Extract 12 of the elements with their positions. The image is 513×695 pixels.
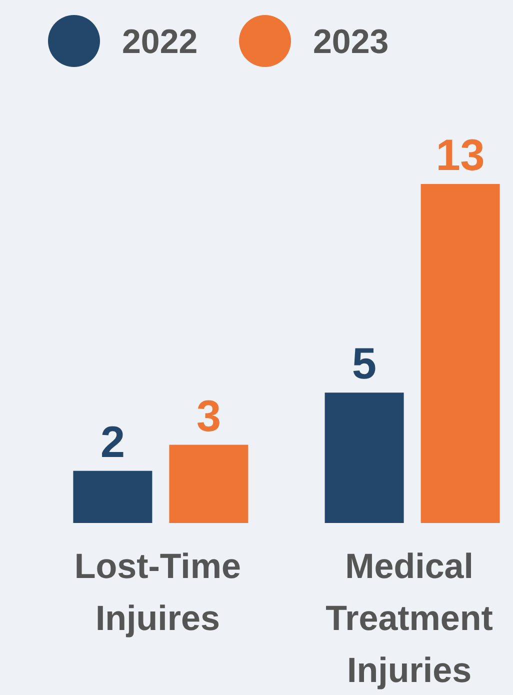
data-label: 2 bbox=[100, 418, 125, 467]
legend-label: 2023 bbox=[313, 23, 389, 61]
x-tick-label: Medical Treatment Injuries bbox=[326, 547, 494, 690]
legend-label: 2022 bbox=[122, 23, 198, 61]
bar bbox=[169, 444, 248, 523]
x-tick-label: Lost-Time Injuires bbox=[74, 547, 241, 638]
bar bbox=[324, 392, 404, 523]
data-label: 13 bbox=[436, 131, 485, 180]
bar bbox=[73, 470, 152, 523]
bar bbox=[420, 184, 500, 523]
data-label: 3 bbox=[196, 392, 221, 441]
data-label: 5 bbox=[352, 340, 377, 389]
